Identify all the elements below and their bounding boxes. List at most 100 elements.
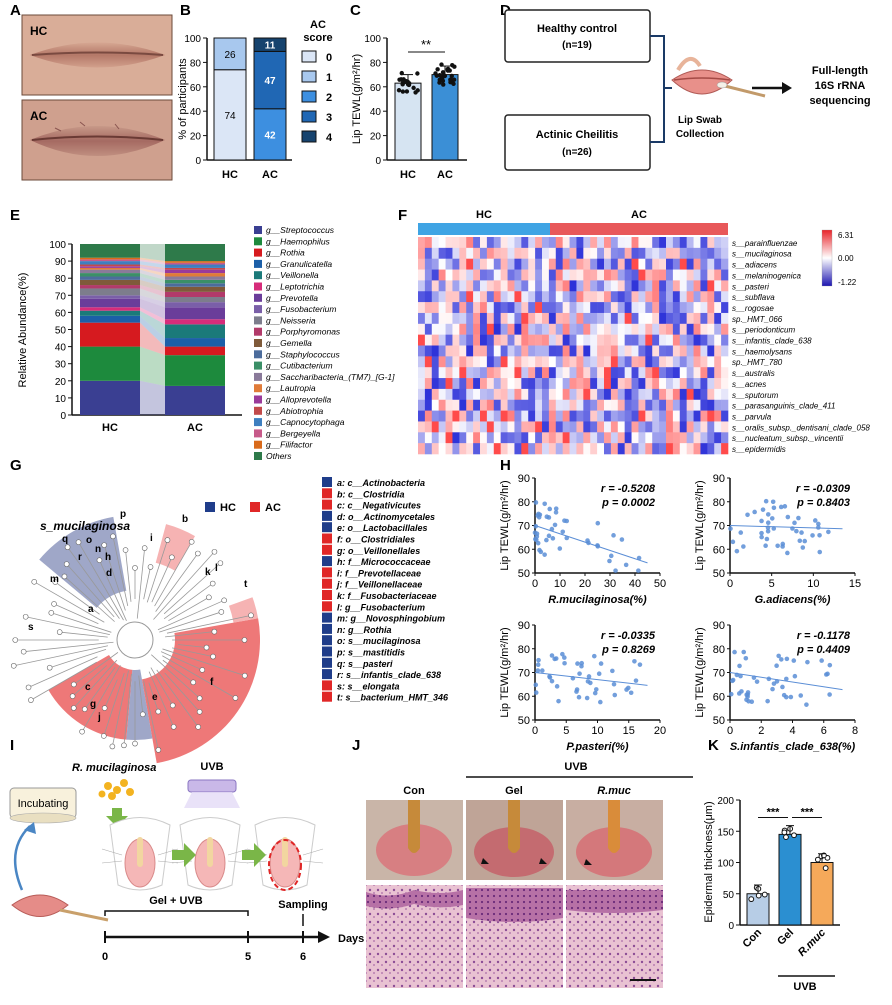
heatmap-cell	[535, 258, 543, 270]
panel-e-bar-segment-hc	[80, 259, 140, 262]
heatmap-cell	[590, 312, 598, 325]
heatmap-cell	[535, 367, 543, 379]
heatmap-cell	[445, 312, 453, 325]
heatmap-cell	[610, 237, 619, 249]
heatmap-cell	[445, 291, 453, 303]
heatmap-cell	[624, 269, 632, 281]
heatmap-cell	[604, 323, 612, 335]
heatmap-cell	[672, 345, 681, 357]
heatmap-cell	[507, 356, 515, 368]
cladogram-wedge-hc	[39, 516, 127, 608]
scatter-point	[533, 690, 539, 695]
scatter-point	[611, 681, 617, 687]
heatmap-cell	[590, 237, 598, 249]
panel-c-ytick-label: 100	[364, 34, 381, 45]
heatmap-cell	[631, 247, 639, 259]
scatter-point	[593, 687, 599, 692]
heatmap-cell	[638, 443, 646, 455]
heatmap-cell	[721, 258, 729, 270]
scatter-point	[536, 657, 541, 663]
heatmap-cell	[459, 378, 467, 390]
heatmap-cell	[604, 421, 612, 433]
cladogram-key-swatch	[322, 669, 332, 680]
heatmap-cell	[714, 280, 722, 292]
heatmap-cell	[700, 410, 708, 422]
scatter-point	[759, 530, 764, 536]
heatmap-cell	[562, 443, 570, 455]
panel-k-xtick-label: Con	[741, 926, 765, 950]
heatmap-cell	[424, 334, 433, 346]
cladogram-node	[31, 579, 38, 585]
heatmap-cell	[473, 291, 481, 303]
scatter-xlabel: P.pasteri(%)	[566, 741, 628, 753]
heatmap-cell	[679, 367, 687, 379]
heatmap-cell	[624, 280, 632, 292]
incubating-label: Incubating	[18, 798, 69, 810]
panel-e-legend-swatch	[254, 440, 262, 449]
cladogram-node-label: i	[150, 533, 153, 544]
heatmap-cell	[418, 323, 426, 335]
scatter-point	[763, 543, 768, 548]
scatter-xtick-label: 0	[727, 578, 733, 590]
scatter-trendline	[729, 672, 843, 691]
heatmap-cell	[686, 302, 694, 314]
heatmap-cell	[652, 443, 660, 455]
heatmap-cell	[480, 247, 488, 259]
scatter-point	[728, 526, 733, 531]
scatter-point	[810, 533, 815, 538]
scatter-point	[562, 655, 567, 660]
heatmap-cell	[604, 280, 612, 292]
scatter-ytick-label: 70	[518, 521, 530, 533]
heatmap-cell	[445, 334, 453, 346]
heatmap-cell	[693, 432, 701, 444]
cladogram-branch	[59, 631, 108, 638]
cladogram-key-swatch	[322, 488, 332, 499]
cladogram-branch	[28, 656, 98, 688]
heatmap-cell	[493, 280, 501, 292]
heatmap-cell	[666, 443, 674, 455]
heatmap-cell	[424, 247, 433, 259]
heatmap-cell	[424, 388, 433, 401]
scatter-ytick-label: 80	[713, 644, 725, 656]
heatmap-cell	[624, 367, 632, 379]
panel-e-bar-segment-ac	[165, 319, 225, 325]
scatter-point	[619, 537, 625, 542]
heatmap-cell	[693, 421, 701, 433]
heatmap-cell	[693, 280, 701, 292]
cladogram-branch	[164, 672, 200, 713]
heatmap-cell	[542, 432, 550, 444]
scatter-point	[774, 663, 779, 669]
heatmap-cell	[604, 356, 612, 368]
cladogram-branch	[34, 581, 105, 623]
heatmap-cell	[576, 421, 584, 433]
heatmap-cell	[555, 367, 563, 379]
heatmap-cell	[631, 410, 639, 422]
panel-k-xtick-label: R.muc	[796, 927, 828, 959]
scatter-xtick-label: 10	[554, 578, 566, 590]
heatmap-cell	[521, 247, 529, 259]
heatmap-cell	[500, 280, 508, 292]
heatmap-cell	[686, 291, 694, 303]
panel-e-legend-label: Others	[266, 451, 292, 461]
scatter-point	[544, 514, 550, 520]
heatmap-cell	[431, 302, 439, 314]
heatmap-cell	[459, 356, 467, 368]
scatter-point	[546, 533, 552, 539]
panel-e-bar-segment-ac	[165, 338, 225, 347]
heatmap-cell	[700, 421, 708, 433]
heatmap-cell	[597, 356, 605, 368]
heatmap-cell	[679, 410, 687, 422]
scatter-xtick-label: 8	[852, 725, 858, 737]
scatter-xtick-label: 50	[654, 578, 666, 590]
scatter-ytick-label: 70	[518, 668, 530, 680]
scatter-point	[770, 499, 776, 505]
heatmap-cell	[652, 388, 660, 401]
heatmap-cell	[486, 421, 495, 433]
heatmap-cell	[638, 269, 646, 281]
heatmap-cell	[610, 378, 619, 390]
heatmap-cell	[431, 356, 439, 368]
heatmap-cell	[438, 302, 446, 314]
heatmap-cell	[617, 323, 625, 335]
heatmap-cell	[438, 388, 446, 401]
heatmap-cell	[473, 356, 481, 368]
